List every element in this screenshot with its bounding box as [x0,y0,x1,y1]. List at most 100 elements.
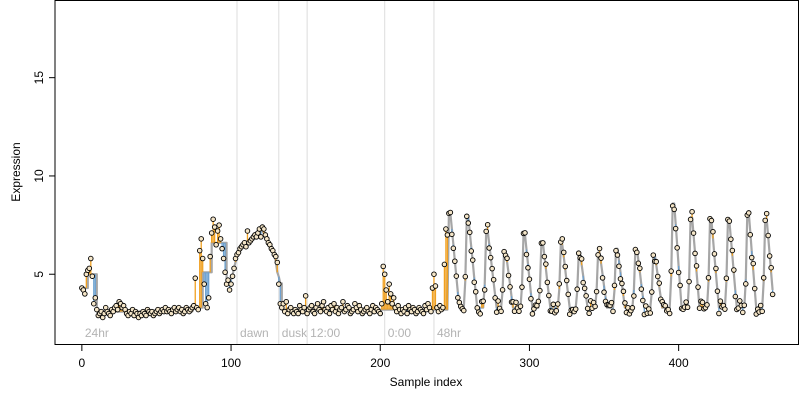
data-point [598,255,604,261]
data-point [699,299,706,306]
data-point [195,306,201,313]
data-point [513,299,519,306]
data-point [226,287,233,293]
data-point [377,310,383,317]
data-point [86,265,93,272]
data-point [732,293,739,300]
data-point [480,298,486,304]
data-point [94,306,100,313]
data-point [386,281,392,287]
data-point [620,288,627,295]
data-point [768,264,774,271]
data-point [462,273,469,280]
data-point [390,295,397,301]
data-point [723,275,730,282]
data-point [710,228,716,235]
data-point [675,269,682,276]
data-point [561,249,567,256]
data-point [662,302,668,309]
data-point [580,279,586,286]
data-point [219,245,225,252]
data-point [650,252,657,258]
data-point [231,265,237,272]
data-point [556,281,563,287]
data-point [751,285,758,292]
data-point [528,295,534,302]
data-point [762,217,768,224]
data-point [283,299,290,305]
data-point [228,281,234,287]
data-point [295,310,301,317]
data-point [714,288,721,294]
data-point [541,253,548,260]
data-point [420,310,427,317]
data-point [695,284,701,290]
data-point [481,287,488,293]
data-point [387,291,394,297]
data-point [747,231,754,238]
data-point [553,308,560,314]
data-point [516,308,522,315]
data-point [671,206,677,213]
data-point [543,261,549,267]
data-point [311,310,318,317]
data-point [467,229,473,236]
data-point [484,221,491,228]
data-point [441,261,448,268]
y-tick-label: 10 [32,169,46,183]
fitted-line [81,202,774,313]
data-point [381,271,388,277]
data-point [766,253,773,259]
data-point [668,268,674,274]
data-point [470,257,476,263]
data-point [647,310,654,316]
data-point [726,218,733,224]
data-point [453,273,460,279]
data-point [211,224,218,230]
data-point [380,263,386,270]
data-point [708,217,715,224]
data-point [546,292,552,299]
data-point [207,253,213,260]
x-tick-label: 200 [370,356,390,370]
data-point [340,299,346,305]
data-point [276,281,282,287]
data-point [637,265,643,272]
marker-label: 12:00 [310,326,340,340]
data-point [705,275,712,281]
data-point [114,306,121,313]
data-point [565,291,571,298]
x-axis-ticks: 0 100 200 300 400 [79,345,689,370]
data-point [525,265,531,271]
data-point [320,299,327,305]
data-point [550,301,557,308]
data-point [574,286,580,292]
marker-label: dusk [282,326,308,340]
x-tick-label: 0 [79,356,86,370]
data-point [740,309,746,316]
data-point [572,306,579,312]
data-point [635,260,642,267]
data-point [617,276,624,282]
data-point [599,275,606,281]
data-point [649,289,655,295]
y-axis-ticks: 5 10 15 [32,71,55,278]
data-point [537,287,543,294]
data-point [743,281,749,287]
data-point [586,310,592,317]
data-point [220,255,227,262]
data-point [765,232,771,239]
data-point [192,275,198,281]
marker-label: 0:00 [388,326,412,340]
data-point [204,304,210,311]
data-point [759,308,765,315]
y-axis-title: Expression [9,142,23,201]
data-point [693,263,700,269]
data-point [389,300,395,307]
data-point [507,284,513,290]
data-point [763,210,770,217]
data-point [450,245,457,252]
data-point [575,250,582,256]
data-point [716,310,722,317]
